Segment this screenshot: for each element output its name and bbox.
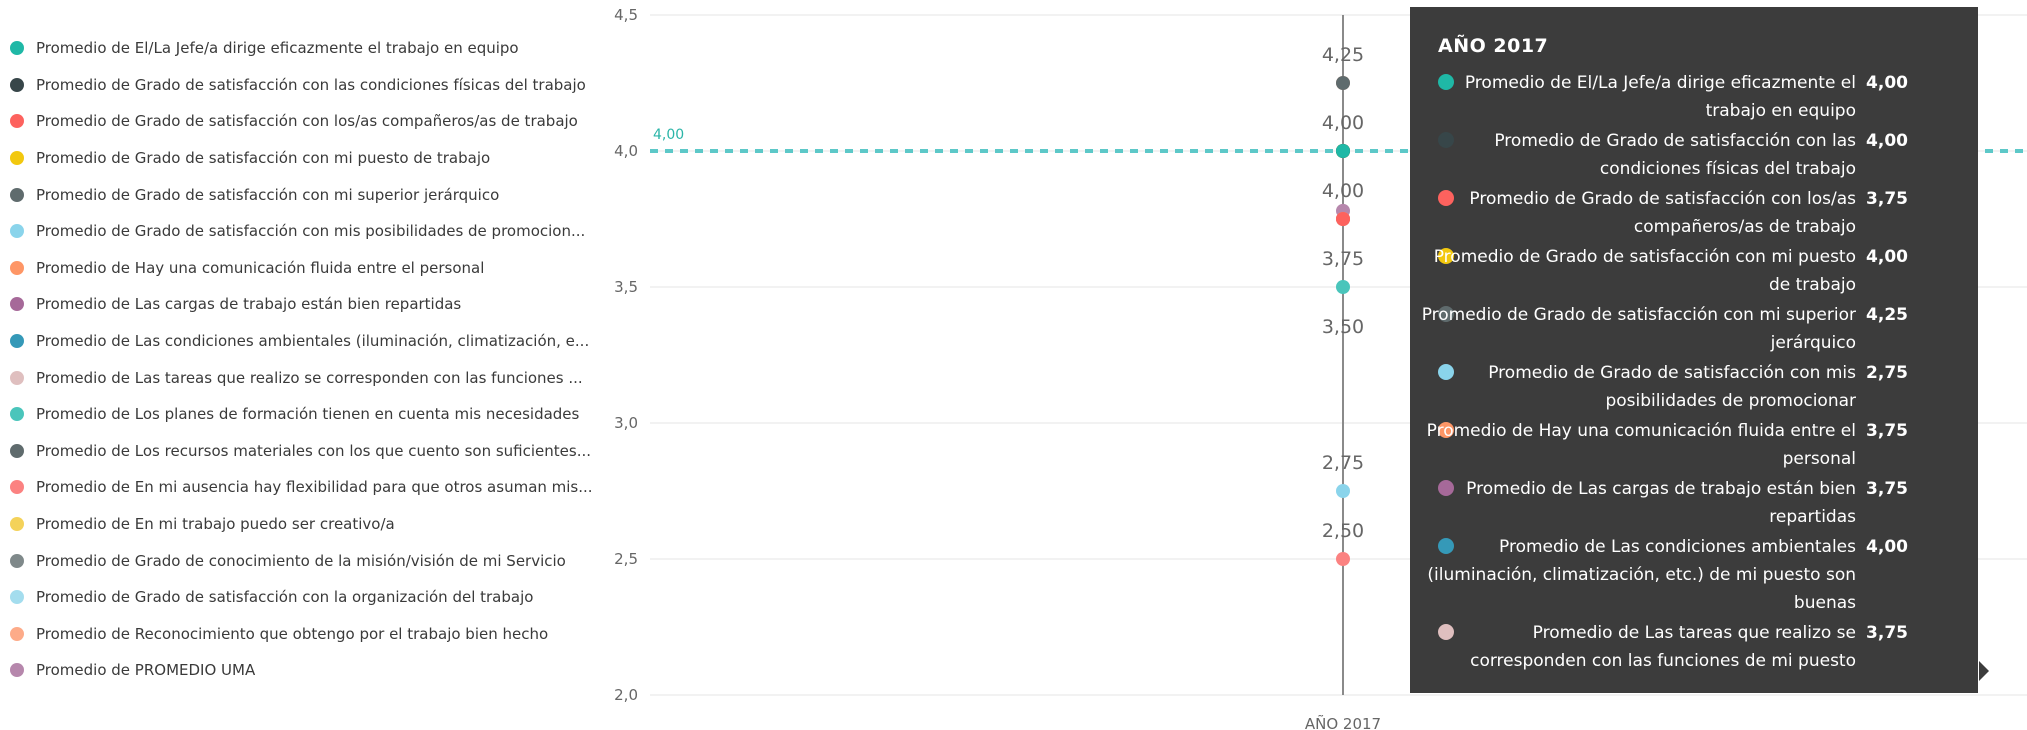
y-tick-label: 4,5 — [614, 6, 638, 24]
legend-marker — [10, 187, 24, 202]
tooltip-value: 4,00 — [1866, 73, 1908, 93]
legend-item[interactable]: Promedio de Las cargas de trabajo están … — [10, 286, 600, 323]
tooltip-label: Promedio de Grado de satisfacción con mi… — [1488, 363, 1856, 411]
tooltip-value: 4,00 — [1866, 131, 1908, 151]
y-tick-label: 3,0 — [614, 414, 638, 432]
tooltip-marker — [1438, 422, 1454, 438]
tooltip-value: 2,75 — [1866, 363, 1908, 383]
legend-item[interactable]: Promedio de Grado de satisfacción con la… — [10, 579, 600, 616]
legend-marker — [10, 443, 24, 458]
legend-item[interactable]: Promedio de Grado de satisfacción con mi… — [10, 140, 600, 177]
data-point — [1336, 144, 1350, 158]
legend-marker — [10, 553, 24, 568]
tooltip-value: 4,25 — [1866, 305, 1908, 325]
legend-marker — [10, 407, 24, 422]
tooltip-marker — [1438, 624, 1454, 640]
legend-item[interactable]: Promedio de Grado de satisfacción con la… — [10, 67, 600, 104]
legend-item[interactable]: Promedio de El/La Jefe/a dirige eficazme… — [10, 30, 600, 67]
legend-marker — [10, 41, 24, 56]
tooltip-caret — [1979, 661, 1989, 681]
legend-item[interactable]: Promedio de En mi trabajo puedo ser crea… — [10, 506, 600, 543]
legend-item[interactable]: Promedio de Grado de satisfacción con mi… — [10, 213, 600, 250]
chart-tooltip: AÑO 2017 Promedio de El/La Jefe/a dirige… — [1410, 7, 1978, 693]
tooltip-label: Promedio de Las condiciones ambientales … — [1427, 537, 1856, 613]
data-label: 2,75 — [1322, 452, 1364, 474]
tooltip-value: 3,75 — [1866, 189, 1908, 209]
y-tick-label: 2,0 — [614, 686, 638, 704]
tooltip-value: 3,75 — [1866, 479, 1908, 499]
legend-item[interactable]: Promedio de En mi ausencia hay flexibili… — [10, 469, 600, 506]
tooltip-marker — [1438, 538, 1454, 554]
tooltip-marker — [1438, 306, 1454, 322]
y-tick-label: 4,0 — [614, 142, 638, 160]
data-point — [1336, 212, 1350, 226]
chart-legend: Promedio de El/La Jefe/a dirige eficazme… — [10, 30, 600, 689]
tooltip-marker — [1438, 74, 1454, 90]
tooltip-label: Promedio de Las cargas de trabajo están … — [1466, 479, 1856, 527]
data-label: 4,00 — [1322, 180, 1364, 202]
tooltip-label: Promedio de El/La Jefe/a dirige eficazme… — [1464, 73, 1856, 121]
data-label: 2,50 — [1322, 520, 1364, 542]
tooltip-value: 3,75 — [1866, 623, 1908, 643]
data-label: 3,50 — [1322, 316, 1364, 338]
legend-marker — [10, 334, 24, 349]
data-point — [1336, 484, 1350, 498]
tooltip-marker — [1438, 132, 1454, 148]
tooltip-label: Promedio de Grado de satisfacción con mi… — [1421, 305, 1856, 353]
legend-item[interactable]: Promedio de Grado de satisfacción con lo… — [10, 103, 600, 140]
reference-line-label: 4,00 — [653, 127, 684, 143]
tooltip-title: AÑO 2017 — [1438, 35, 1549, 57]
legend-marker — [10, 590, 24, 605]
legend-marker — [10, 151, 24, 166]
legend-item[interactable]: Promedio de Grado de conocimiento de la … — [10, 542, 600, 579]
data-point — [1336, 552, 1350, 566]
legend-marker — [10, 77, 24, 92]
tooltip-marker — [1438, 480, 1454, 496]
tooltip-label: Promedio de Grado de satisfacción con la… — [1494, 131, 1856, 179]
data-label: 3,75 — [1322, 248, 1364, 270]
tooltip-label: Promedio de Las tareas que realizo se co… — [1470, 623, 1856, 671]
y-tick-label: 2,5 — [614, 550, 638, 568]
legend-marker — [10, 480, 24, 495]
y-tick-label: 3,5 — [614, 278, 638, 296]
legend-marker — [10, 663, 24, 678]
tooltip-label: Promedio de Grado de satisfacción con lo… — [1469, 189, 1856, 237]
legend-marker — [10, 260, 24, 275]
legend-item[interactable]: Promedio de Grado de satisfacción con mi… — [10, 176, 600, 213]
data-point — [1336, 76, 1350, 90]
data-point — [1336, 280, 1350, 294]
legend-marker — [10, 626, 24, 641]
legend-marker — [10, 224, 24, 239]
tooltip-value: 3,75 — [1866, 421, 1908, 441]
legend-marker — [10, 517, 24, 532]
data-label: 4,00 — [1322, 112, 1364, 134]
legend-marker — [10, 114, 24, 129]
x-tick-label: AÑO 2017 — [1305, 714, 1381, 730]
tooltip-value: 4,00 — [1866, 247, 1908, 267]
tooltip-marker — [1438, 248, 1454, 264]
legend-item[interactable]: Promedio de Los planes de formación tien… — [10, 396, 600, 433]
tooltip-value: 4,00 — [1866, 537, 1908, 557]
legend-item[interactable]: Promedio de Reconocimiento que obtengo p… — [10, 616, 600, 653]
tooltip-label: Promedio de Hay una comunicación fluida … — [1426, 421, 1856, 469]
legend-item[interactable]: Promedio de Las tareas que realizo se co… — [10, 359, 600, 396]
tooltip-marker — [1438, 364, 1454, 380]
legend-item[interactable]: Promedio de Las condiciones ambientales … — [10, 323, 600, 360]
tooltip-label: Promedio de Grado de satisfacción con mi… — [1433, 247, 1856, 295]
data-label: 4,25 — [1322, 44, 1364, 66]
legend-marker — [10, 297, 24, 312]
legend-marker — [10, 370, 24, 385]
legend-item[interactable]: Promedio de Los recursos materiales con … — [10, 433, 600, 470]
legend-item[interactable]: Promedio de Hay una comunicación fluida … — [10, 250, 600, 287]
legend-item[interactable]: Promedio de PROMEDIO UMA — [10, 652, 600, 689]
tooltip-marker — [1438, 190, 1454, 206]
